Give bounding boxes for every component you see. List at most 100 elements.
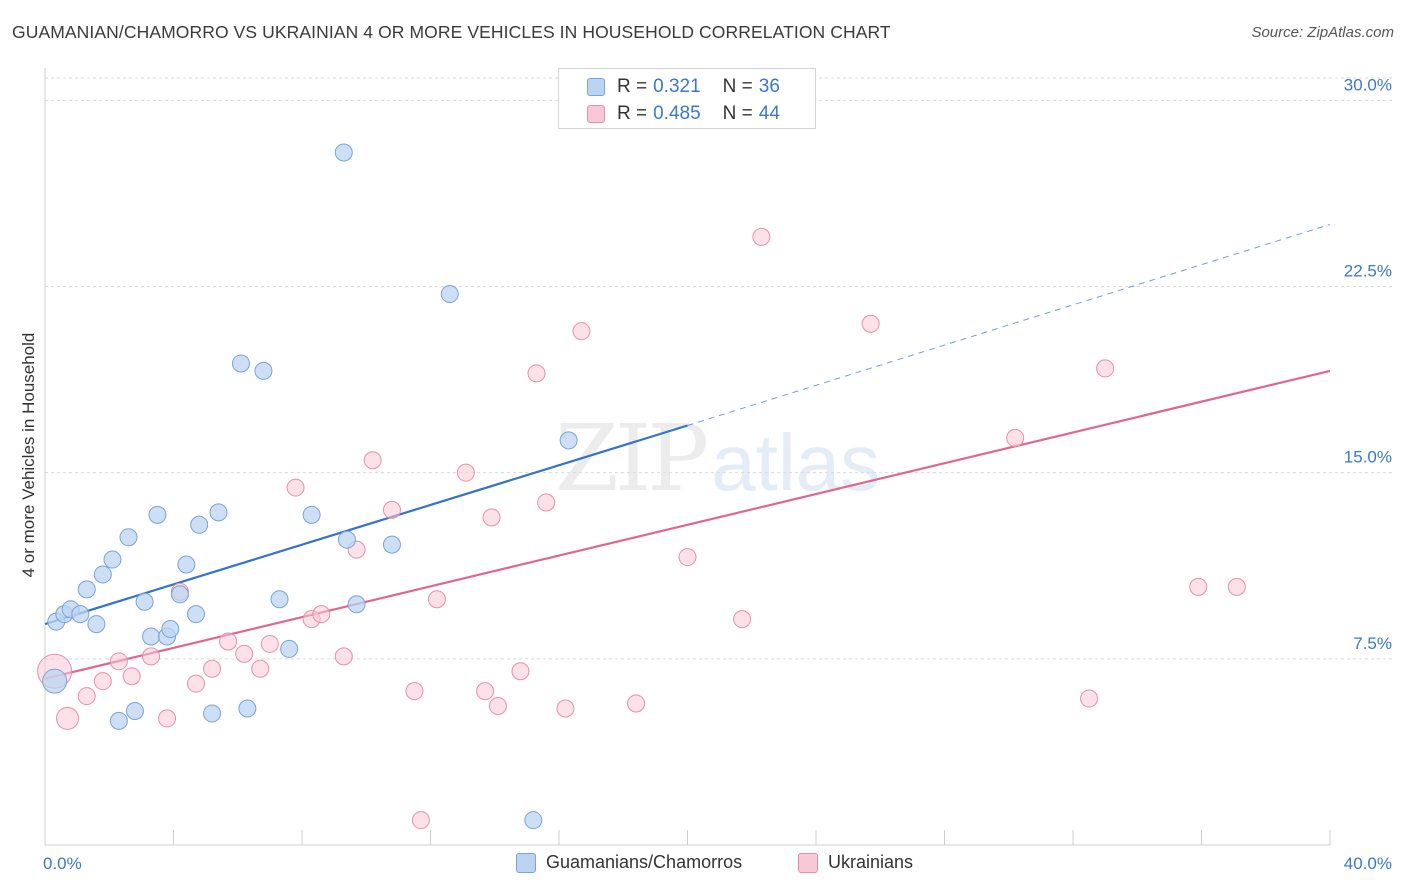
guamanian-point — [347, 595, 366, 614]
trend-lines — [44, 223, 1331, 680]
guamanian-point — [190, 515, 209, 534]
guamanian-trend-line — [44, 424, 688, 626]
y-tick-label: 22.5% — [1344, 262, 1392, 281]
guamanian-point — [170, 585, 189, 604]
guamanian-point — [87, 615, 106, 634]
guamanian-point — [125, 701, 144, 720]
ukrainian-point — [186, 674, 205, 693]
guamanian-point — [77, 580, 96, 599]
ukrainian-point — [752, 227, 771, 246]
guamanian-point — [119, 528, 138, 547]
ukrainian-point — [527, 364, 546, 383]
guamanian-trend-extension — [687, 223, 1331, 426]
x-tick-label: 0.0% — [43, 854, 82, 873]
ukrainian-point — [235, 644, 254, 663]
guamanian-point — [440, 284, 459, 303]
data-points — [37, 143, 1246, 830]
guamanian-point — [71, 605, 90, 624]
source-credit: Source: ZipAtlas.com — [1251, 24, 1394, 41]
ukrainian-point — [556, 699, 575, 718]
guamanian-point — [209, 503, 228, 522]
ukrainian-point — [219, 632, 238, 651]
ukrainian-point — [382, 500, 401, 519]
legend-swatch-pink — [587, 105, 605, 123]
ukrainian-point — [251, 659, 270, 678]
ukrainian-point — [77, 687, 96, 706]
ukrainian-point — [1189, 577, 1208, 596]
guamanian-point — [254, 361, 273, 380]
ukrainian-point — [1080, 689, 1099, 708]
ukrainian-point — [511, 662, 530, 681]
series-swatch-pink — [798, 852, 818, 873]
ukrainian-point — [1096, 359, 1115, 378]
ukrainian-point — [260, 634, 279, 653]
ukrainian-point — [93, 672, 112, 691]
guamanian-point — [559, 431, 578, 450]
ukrainian-point — [733, 610, 752, 629]
guamanian-point — [382, 535, 401, 554]
ukrainian-point — [482, 508, 501, 527]
axes — [44, 68, 1331, 846]
ukrainian-point — [678, 548, 697, 567]
ukrainian-point — [109, 652, 128, 671]
ukrainian-point — [122, 667, 141, 686]
legend-n-label: N = — [722, 103, 753, 124]
ukrainian-point — [537, 493, 556, 512]
guamanian-point — [109, 711, 128, 730]
guamanian-point — [334, 143, 353, 162]
tick-labels: 7.5% 15.0% 22.5% 30.0% 0.0% 40.0% — [43, 75, 1392, 873]
series-legend-label: Ukrainians — [828, 852, 914, 872]
y-tick-label: 7.5% — [1353, 634, 1392, 653]
y-tick-label: 30.0% — [1344, 75, 1392, 94]
legend-row-guamanian: R = 0.321 N = 36 — [587, 75, 780, 99]
guamanian-point — [337, 530, 356, 549]
guamanian-point — [135, 592, 154, 611]
ukrainian-point — [158, 709, 177, 728]
legend-n-value: 36 — [758, 76, 780, 97]
ukrainian-point — [203, 659, 222, 678]
guamanian-point — [93, 565, 112, 584]
legend-n-label: N = — [722, 76, 753, 97]
legend-r-value: 0.485 — [653, 103, 701, 124]
correlation-legend: R = 0.321 N = 36 R = 0.485 N = 44 — [558, 68, 816, 129]
x-tick-label: 40.0% — [1344, 854, 1392, 873]
y-tick-label: 15.0% — [1344, 448, 1392, 467]
ukrainian-point — [476, 682, 495, 701]
ukrainian-point — [1227, 577, 1246, 596]
ukrainian-point — [572, 322, 591, 341]
legend-swatch-blue — [587, 78, 605, 96]
guamanian-point — [270, 590, 289, 609]
ukrainian-point — [334, 647, 353, 666]
ukrainian-trend-line — [44, 369, 1331, 680]
chart-title: GUAMANIAN/CHAMORRO VS UKRAINIAN 4 OR MOR… — [12, 22, 891, 42]
ukrainian-point — [627, 694, 646, 713]
legend-r-value: 0.321 — [653, 76, 701, 97]
ukrainian-point — [312, 605, 331, 624]
guamanian-point — [186, 605, 205, 624]
guamanian-point — [280, 639, 299, 658]
series-legend-label: Guamanians/Chamorros — [546, 852, 743, 872]
guamanian-point — [238, 699, 257, 718]
ukrainian-point — [411, 811, 430, 830]
guamanian-point — [42, 668, 68, 694]
ukrainian-point — [456, 463, 475, 482]
legend-n-value: 44 — [758, 103, 780, 124]
series-swatch-blue — [516, 852, 536, 873]
guamanian-point — [142, 627, 161, 646]
ukrainian-point — [286, 478, 305, 497]
guamanian-point — [161, 620, 180, 639]
ukrainian-point — [427, 590, 446, 609]
guamanian-point — [203, 704, 222, 723]
guamanian-point — [103, 550, 122, 569]
legend-r-label: R = — [617, 76, 648, 97]
guamanian-point — [524, 811, 543, 830]
ukrainian-point — [55, 706, 79, 730]
ukrainian-point — [1006, 428, 1025, 447]
series-legend-guamanian: Guamanians/Chamorros — [516, 852, 742, 873]
series-legend: Guamanians/Chamorros Ukrainians — [0, 852, 1406, 878]
guamanian-point — [177, 555, 196, 574]
guamanian-point — [302, 505, 321, 524]
guamanian-point — [148, 505, 167, 524]
guamanian-point — [231, 354, 250, 373]
